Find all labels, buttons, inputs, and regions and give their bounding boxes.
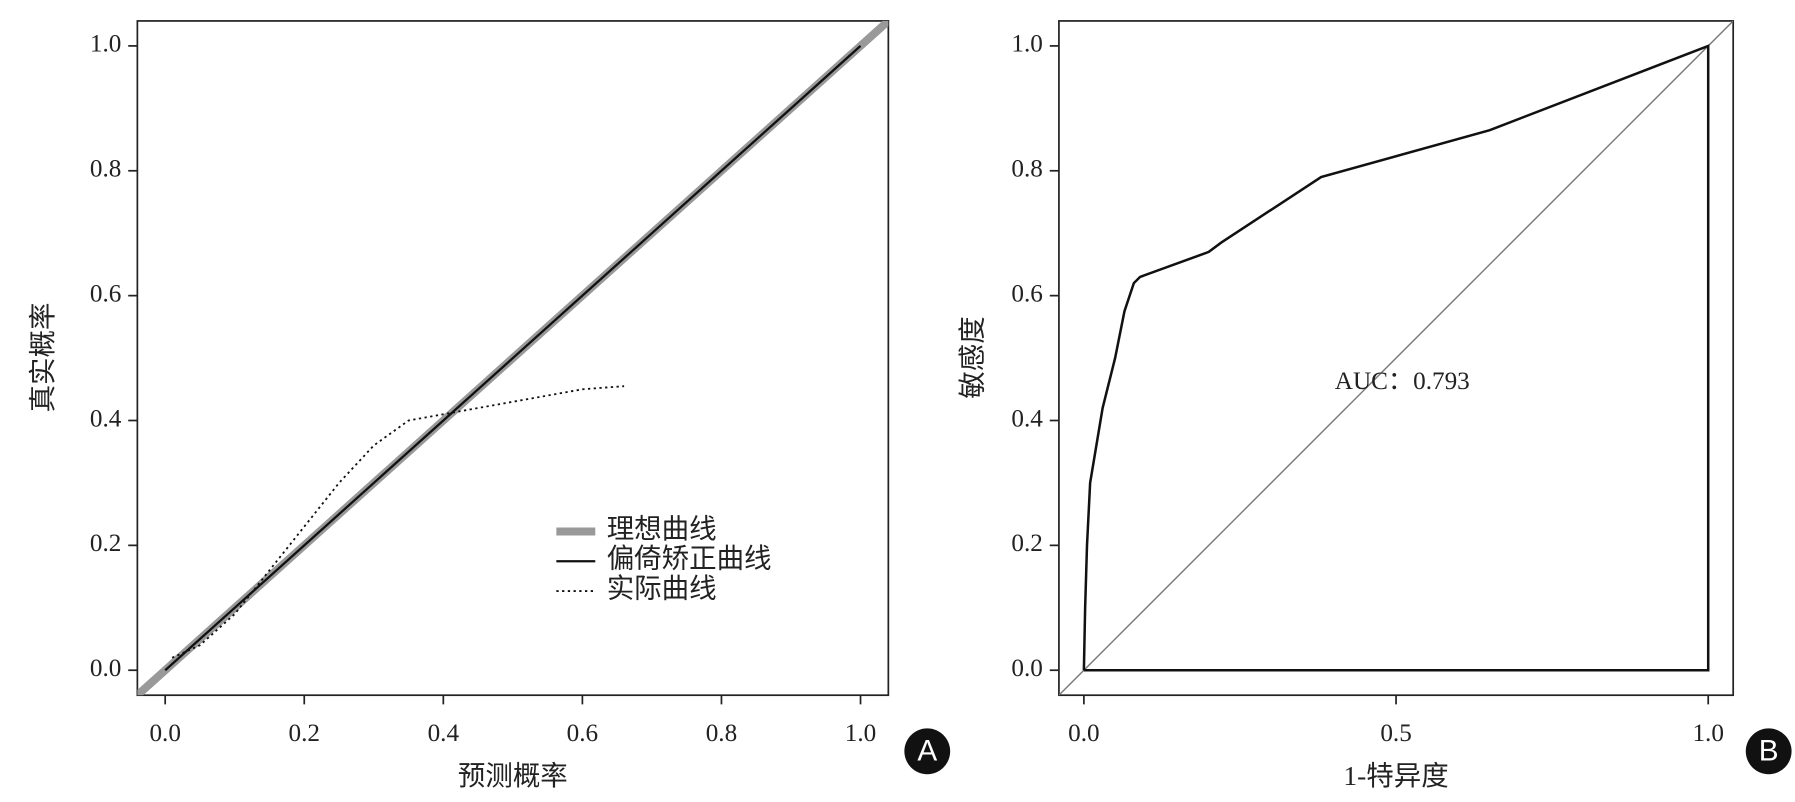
- legend-label: 实际曲线: [607, 573, 717, 603]
- plot-area: [1058, 20, 1734, 696]
- x-tick-label: 0.0: [1068, 720, 1099, 747]
- y-tick-label: 0.2: [90, 530, 121, 557]
- legend-label: 偏倚矫正曲线: [607, 544, 772, 574]
- x-tick-label: 1.0: [845, 720, 876, 747]
- annotation: AUC：0.793: [1335, 368, 1470, 395]
- x-tick-label: 0.4: [428, 720, 460, 747]
- x-tick-label: 0.8: [706, 720, 737, 747]
- series-line: [1082, 44, 1710, 672]
- plot-frame: [136, 20, 890, 697]
- y-tick-label: 0.6: [1011, 280, 1042, 307]
- panel-label: B: [1759, 734, 1779, 767]
- panel-badge: [1745, 728, 1792, 775]
- x-axis-label: 预测概率: [458, 761, 568, 791]
- plot-area: [137, 20, 889, 696]
- y-tick-label: 0.4: [1011, 405, 1043, 432]
- y-axis-label: 真实概率: [28, 303, 58, 413]
- y-tick-label: 0.2: [1011, 530, 1042, 557]
- y-tick-label: 0.8: [1011, 156, 1042, 183]
- y-tick-label: 1.0: [1011, 31, 1042, 58]
- x-tick-label: 1.0: [1692, 720, 1723, 747]
- x-axis-label: 1-特异度: [1343, 761, 1448, 791]
- series-line: [164, 45, 862, 672]
- x-tick-label: 0.6: [567, 720, 598, 747]
- y-tick-label: 0.0: [90, 655, 121, 682]
- y-tick-label: 0.6: [90, 280, 121, 307]
- y-tick-label: 1.0: [90, 31, 121, 58]
- x-tick-label: 0.0: [149, 720, 180, 747]
- y-axis-label: 敏感度: [958, 316, 988, 398]
- legend-label: 理想曲线: [607, 514, 717, 544]
- series-line: [171, 385, 625, 659]
- y-tick-label: 0.8: [90, 156, 121, 183]
- y-tick-label: 0.0: [1011, 655, 1042, 682]
- y-tick-label: 0.4: [90, 405, 122, 432]
- x-tick-label: 0.2: [289, 720, 320, 747]
- panel-badge: [904, 728, 951, 775]
- series-line: [1058, 20, 1734, 696]
- panel-label: A: [917, 734, 937, 767]
- x-tick-label: 0.5: [1380, 720, 1411, 747]
